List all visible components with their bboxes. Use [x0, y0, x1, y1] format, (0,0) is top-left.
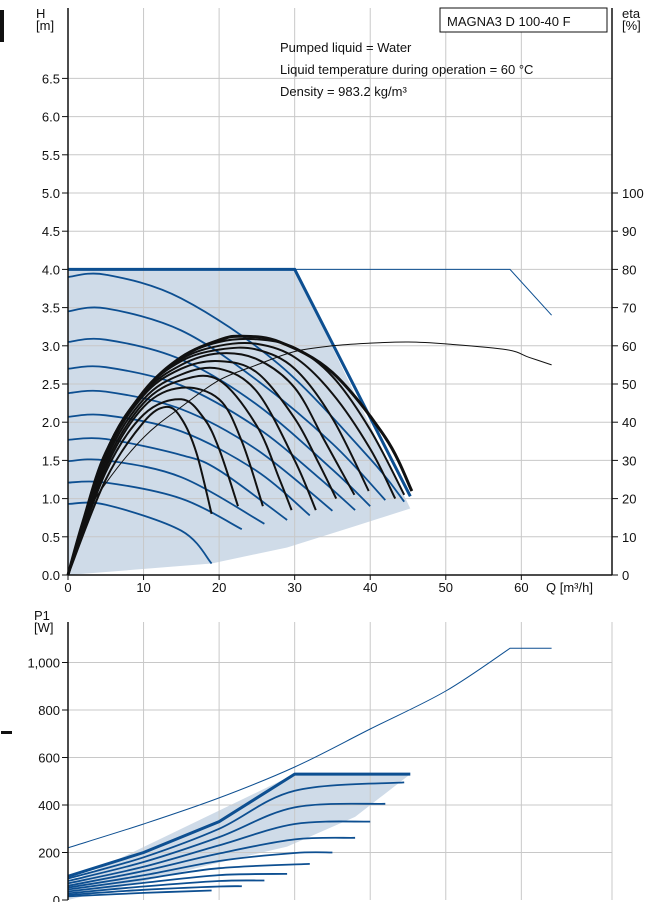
x-axis-label-q: Q [m³/h] [546, 580, 593, 595]
tick-label-h-6.0: 6.0 [42, 110, 60, 125]
tick-label-eta-90: 90 [622, 224, 636, 239]
tick-label-h-0.5: 0.5 [42, 530, 60, 545]
note-density: Density = 983.2 kg/m³ [280, 84, 407, 99]
y-axis-label-p1: P1 [W] [34, 608, 54, 635]
power-curves [68, 648, 552, 896]
tick-label-q-20: 20 [212, 580, 226, 595]
note-temperature: Liquid temperature during operation = 60… [280, 62, 533, 77]
tick-label-eta-0: 0 [622, 568, 629, 583]
tick-label-q-0: 0 [64, 580, 71, 595]
tick-label-h-5.0: 5.0 [42, 186, 60, 201]
model-label: MAGNA3 D 100-40 F [447, 14, 571, 29]
y-axis-label-eta: eta [%] [622, 6, 641, 33]
tick-label-p1-800: 800 [38, 703, 60, 718]
tick-label-eta-30: 30 [622, 453, 636, 468]
tick-label-h-3.5: 3.5 [42, 301, 60, 316]
tick-label-p1-1000: 1,000 [27, 656, 60, 671]
tick-label-h-1.0: 1.0 [42, 492, 60, 507]
edge-marker [1, 731, 12, 734]
tick-label-h-3.0: 3.0 [42, 339, 60, 354]
tick-label-q-10: 10 [136, 580, 150, 595]
tick-label-h-2.0: 2.0 [42, 415, 60, 430]
tick-label-q-30: 30 [287, 580, 301, 595]
tick-label-h-5.5: 5.5 [42, 148, 60, 163]
tick-label-eta-10: 10 [622, 530, 636, 545]
edge-marker-2 [0, 10, 4, 42]
tick-label-p1-400: 400 [38, 798, 60, 813]
tick-label-eta-70: 70 [622, 301, 636, 316]
tick-label-h-0.0: 0.0 [42, 568, 60, 583]
tick-label-eta-100: 100 [622, 186, 644, 201]
tick-label-h-2.5: 2.5 [42, 377, 60, 392]
tick-label-q-40: 40 [363, 580, 377, 595]
head-curve-max-extended [295, 269, 552, 315]
tick-label-eta-20: 20 [622, 492, 636, 507]
tick-label-h-1.5: 1.5 [42, 453, 60, 468]
tick-label-eta-80: 80 [622, 262, 636, 277]
tick-label-eta-60: 60 [622, 339, 636, 354]
tick-label-h-4.0: 4.0 [42, 262, 60, 277]
y-axis-label-h: H [m] [36, 6, 54, 33]
tick-label-eta-50: 50 [622, 377, 636, 392]
tick-label-h-4.5: 4.5 [42, 224, 60, 239]
tick-label-p1-0: 0 [53, 893, 60, 902]
tick-label-eta-40: 40 [622, 415, 636, 430]
ticks-bottom: P1 [W] 0 200 400 600 800 1,000 [27, 608, 68, 902]
tick-label-q-50: 50 [439, 580, 453, 595]
tick-label-h-6.5: 6.5 [42, 71, 60, 86]
tick-label-p1-200: 200 [38, 846, 60, 861]
tick-label-q-60: 60 [514, 580, 528, 595]
note-liquid: Pumped liquid = Water [280, 40, 412, 55]
tick-label-p1-600: 600 [38, 751, 60, 766]
